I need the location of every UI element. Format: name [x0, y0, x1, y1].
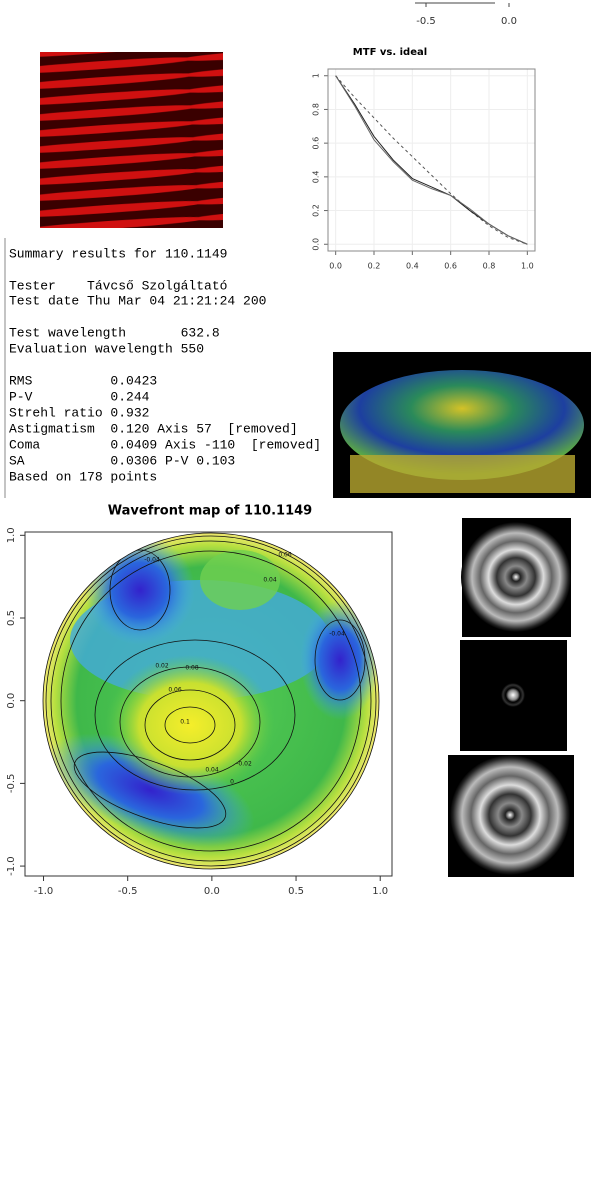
star-intra-rings — [461, 522, 571, 632]
contour-label: -0.04 — [144, 557, 160, 564]
y-tick-label: -1.0 — [6, 856, 17, 876]
mtf-line — [335, 75, 528, 245]
star-focus-rings — [473, 655, 553, 735]
summary-line: Strehl ratio 0.932 — [9, 405, 149, 420]
contour-label: 0 — [230, 779, 234, 786]
mtf-line — [335, 75, 528, 245]
y-tick-label: -0.5 — [6, 774, 17, 794]
summary-line: Coma 0.0409 Axis -110 [removed] — [9, 437, 321, 452]
x-tick-label: 0.5 — [288, 886, 304, 897]
y-tick-label: 0.0 — [312, 238, 321, 251]
summary-line: Tester Távcső Szolgáltató — [9, 278, 227, 293]
y-tick-label: 0.4 — [312, 170, 321, 183]
contour-label: 0.06 — [278, 552, 292, 559]
plot-frame — [327, 68, 536, 252]
x-tick-label: 1.0 — [521, 262, 534, 271]
summary-line: Test wavelength 632.8 — [9, 325, 220, 340]
wavefront-disc — [43, 533, 379, 869]
x-tick-label: 0.4 — [406, 262, 419, 271]
surface-shape — [340, 370, 584, 480]
summary-line: SA 0.0306 P-V 0.103 — [9, 453, 235, 468]
contour-label: 0.02 — [155, 663, 169, 670]
summary-line: P-V 0.244 — [9, 389, 150, 404]
y-tick-label: 1.0 — [6, 527, 17, 543]
surface-skirt — [350, 455, 575, 493]
x-tick-label: -0.5 — [118, 886, 138, 897]
summary-line: Astigmatism 0.120 Axis 57 [removed] — [9, 421, 298, 436]
y-tick-label: 0.8 — [312, 103, 321, 116]
star-extra-rings — [450, 755, 570, 875]
x-tick-label: 1.0 — [372, 886, 388, 897]
summary-line: Based on 178 points — [9, 469, 157, 484]
y-tick-label: 0.5 — [6, 610, 17, 626]
x-tick-label: 0.0 — [204, 886, 220, 897]
y-tick-label: 0.6 — [312, 137, 321, 150]
top-tick-label: 0.0 — [501, 16, 517, 27]
summary-line: RMS 0.0423 — [9, 373, 157, 388]
x-tick-label: 0.0 — [329, 262, 342, 271]
y-tick-label: 1 — [312, 73, 321, 78]
y-tick-label: 0.2 — [312, 204, 321, 217]
summary-line: Evaluation wavelength 550 — [9, 341, 204, 356]
interferogram — [40, 52, 223, 228]
mtf-title: MTF vs. ideal — [353, 47, 427, 58]
x-tick-label: 0.8 — [483, 262, 496, 271]
plot-frame — [24, 531, 393, 877]
summary-line: Test date Thu Mar 04 21:21:24 200 — [9, 293, 266, 308]
contour-label: 0.1 — [180, 719, 190, 726]
contour-label: 0.06 — [168, 687, 182, 694]
x-tick-label: 0.6 — [444, 262, 457, 271]
contour-label: -0.04 — [329, 631, 345, 638]
wavefront-title: Wavefront map of 110.1149 — [108, 504, 312, 519]
contour-label: 0.08 — [185, 665, 199, 672]
contour-label: 0.04 — [205, 767, 219, 774]
wavefront-rim — [42, 532, 380, 870]
mtf-line — [335, 75, 528, 245]
top-tick-label: -0.5 — [416, 16, 436, 27]
x-tick-label: -1.0 — [34, 886, 54, 897]
contour-label: -0.02 — [236, 761, 252, 768]
y-tick-label: 0.0 — [6, 693, 17, 709]
summary-line: Summary results for 110.1149 — [9, 246, 227, 261]
contour-label: 0.04 — [263, 577, 277, 584]
x-tick-label: 0.2 — [368, 262, 381, 271]
